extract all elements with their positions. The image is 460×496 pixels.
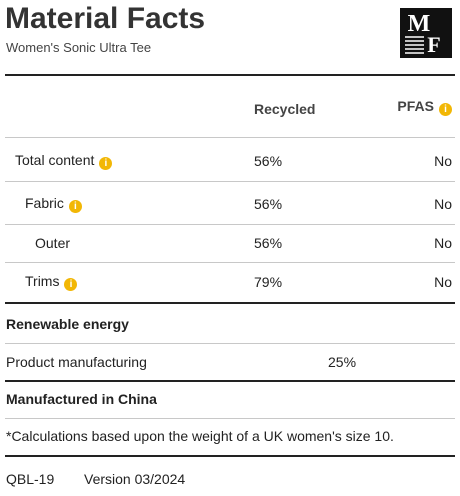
cell: 56% [254, 153, 283, 169]
column-header-text: PFAS [397, 98, 434, 114]
row-label: Fabric [25, 194, 82, 213]
row-label-text: Total content [15, 152, 95, 168]
cell: No [434, 153, 452, 169]
subtitle: Women's Sonic Ultra Tee [6, 40, 152, 55]
origin: Manufactured in China [6, 391, 157, 407]
cell: 56% [254, 196, 283, 212]
info-icon[interactable] [439, 103, 452, 116]
info-icon[interactable] [64, 278, 78, 291]
cell: No [434, 196, 452, 212]
cell: 25% [328, 354, 357, 370]
rule [5, 302, 455, 304]
cell: No [434, 274, 452, 290]
row-label-text: Trims [25, 273, 60, 289]
row-label: Total content [15, 151, 113, 170]
rule [5, 74, 455, 76]
rule [5, 137, 455, 138]
row-label: Outer [35, 235, 71, 251]
rule [5, 455, 455, 457]
footnote: *Calculations based upon the weight of a… [6, 428, 394, 444]
section-title: Renewable energy [6, 316, 129, 332]
logo-f: F [427, 32, 440, 57]
cell: 56% [254, 235, 283, 251]
row-label-text: Fabric [25, 195, 64, 211]
rule [5, 262, 455, 263]
rule [5, 181, 455, 182]
version: Version 03/2024 [84, 471, 186, 487]
code: QBL-19 [6, 471, 55, 487]
row-label: Product manufacturing [6, 354, 147, 370]
info-icon[interactable] [68, 200, 82, 213]
rule [5, 224, 455, 225]
rule [5, 343, 455, 344]
cell: No [434, 235, 452, 251]
rule [5, 418, 455, 419]
rule [5, 380, 455, 382]
column-header: PFAS [397, 97, 452, 116]
column-header: Recycled [254, 101, 316, 117]
title: Material Facts [5, 2, 206, 35]
logo-m: M [408, 11, 431, 37]
info-icon[interactable] [99, 157, 113, 170]
logo: M F [400, 8, 452, 58]
row-label: Trims [25, 272, 78, 291]
cell: 79% [254, 274, 283, 290]
